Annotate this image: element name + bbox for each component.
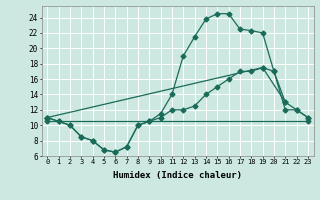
X-axis label: Humidex (Indice chaleur): Humidex (Indice chaleur) [113, 171, 242, 180]
